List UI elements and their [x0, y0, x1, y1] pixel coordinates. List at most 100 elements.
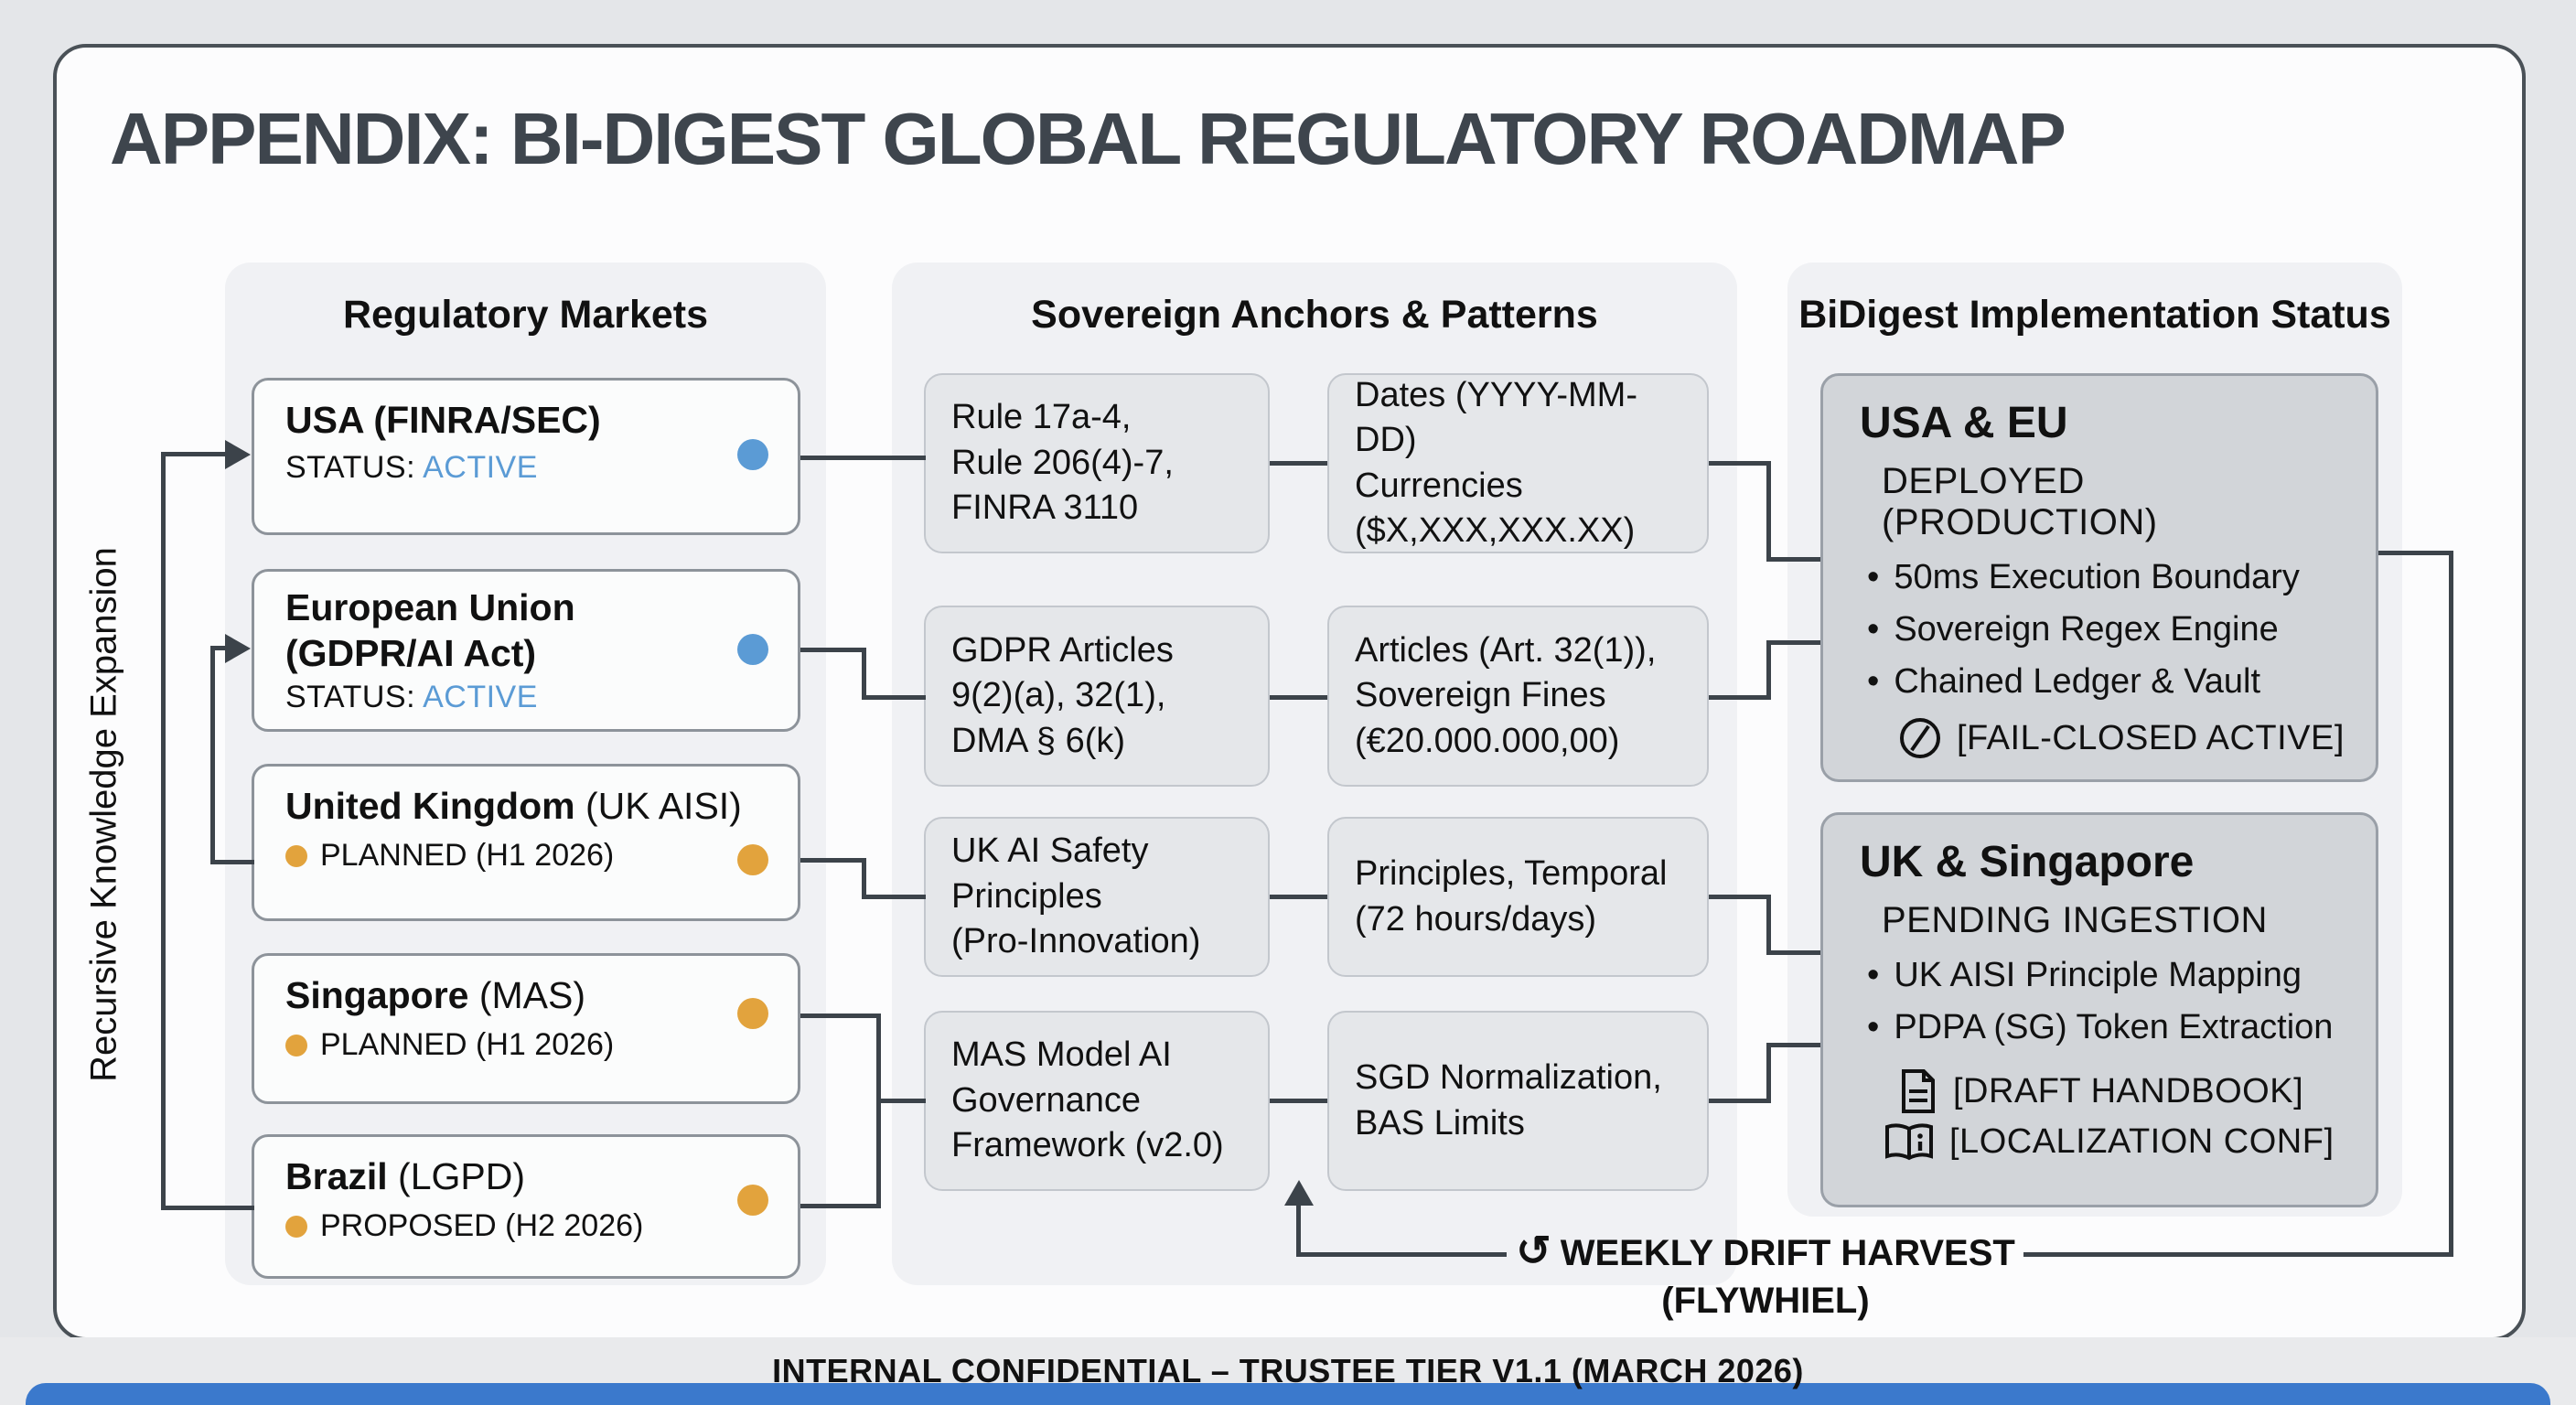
status-bullet: • 50ms Execution Boundary	[1867, 558, 2300, 596]
status-header: BiDigest Implementation Status	[1798, 293, 2391, 337]
anchor-text: MAS Model AI Governance Framework (v2.0)	[951, 1035, 1224, 1165]
connector-p1-status-b	[1766, 461, 1771, 562]
connector-feedback-up	[1296, 1202, 1301, 1257]
market-title: United Kingdom (UK AISI)	[285, 785, 742, 827]
anchor-box-eu: GDPR Articles 9(2)(a), 32(1), DMA § 6(k)	[924, 606, 1270, 787]
pattern-box-usa: Dates (YYYY-MM-DD) Currencies ($X,XXX,XX…	[1327, 373, 1709, 553]
connector-inner-loop-bottom	[210, 860, 254, 864]
connector-p4-status-c	[1766, 1043, 1820, 1047]
connector-eu-to-anchor-a	[800, 648, 866, 652]
anchors-header: Sovereign Anchors & Patterns	[1031, 293, 1598, 337]
status-value: ACTIVE	[423, 450, 538, 486]
arrow-into-usa	[225, 440, 251, 469]
status-subtitle: DEPLOYED (PRODUCTION)	[1882, 461, 2158, 542]
status-value: ACTIVE	[423, 680, 538, 715]
anchor-box-uk: UK AI Safety Principles (Pro-Innovation)	[924, 817, 1270, 977]
flywheel-line2: (FLYWHIEL)	[1661, 1281, 1870, 1321]
document-icon	[1902, 1069, 1935, 1113]
fail-closed-icon	[1900, 718, 1940, 758]
connector-feedback-right	[2449, 551, 2453, 1257]
open-book-icon	[1885, 1122, 1933, 1160]
pattern-text: SGD Normalization, BAS Limits	[1355, 1058, 1662, 1142]
tag-label: [FAIL-CLOSED ACTIVE]	[1957, 718, 2345, 757]
market-status: STATUS: ACTIVE	[285, 680, 770, 715]
bottom-blue-banner	[26, 1383, 2550, 1405]
anchor-box-mas: MAS Model AI Governance Framework (v2.0)	[924, 1011, 1270, 1191]
market-plan: PLANNED (H1 2026)	[285, 1027, 770, 1063]
market-title: European Union	[285, 586, 575, 628]
plan-text: PROPOSED (H2 2026)	[320, 1208, 644, 1244]
market-title: USA (FINRA/SEC)	[285, 399, 601, 441]
connector-anchor-pattern-1	[1270, 461, 1327, 466]
proposed-dot-icon	[285, 1215, 307, 1238]
flywheel-line1: WEEKLY DRIFT HARVEST	[1560, 1233, 2015, 1273]
anchor-text: Rule 17a-4, Rule 206(4)-7, FINRA 3110	[951, 398, 1174, 528]
brazil-proposed-dot	[737, 1185, 768, 1216]
market-box-singapore: Singapore (MAS) PLANNED (H1 2026)	[252, 953, 800, 1104]
flywheel-label: ↺ WEEKLY DRIFT HARVEST (FLYWHIEL)	[1505, 1226, 2026, 1322]
footer-text: INTERNAL CONFIDENTIAL – TRUSTEE TIER V1.…	[772, 1352, 1804, 1389]
arrow-into-eu	[225, 634, 251, 663]
plan-text: PLANNED (H1 2026)	[320, 838, 615, 874]
status-box-usa-eu: USA & EU DEPLOYED (PRODUCTION) • 50ms Exe…	[1820, 373, 2378, 782]
pattern-text: Principles, Temporal (72 hours/days)	[1355, 854, 1668, 938]
connector-feedback-top	[2378, 551, 2453, 555]
status-title: UK & Singapore	[1860, 838, 2195, 886]
status-title: USA & EU	[1860, 399, 2068, 447]
connector-uk-to-anchor-c	[862, 895, 926, 899]
connector-uk-to-anchor-a	[800, 858, 866, 863]
connector-anchor-pattern-2	[1270, 695, 1327, 700]
markets-header: Regulatory Markets	[342, 293, 709, 337]
connector-feedback-bottom-right	[2023, 1252, 2453, 1257]
market-plan: PLANNED (H1 2026)	[285, 838, 770, 874]
connector-inner-loop-top	[210, 646, 229, 650]
pattern-box-uk: Principles, Temporal (72 hours/days)	[1327, 817, 1709, 977]
market-title: Singapore (MAS)	[285, 974, 586, 1016]
tag-label: [LOCALIZATION CONF]	[1949, 1122, 2334, 1161]
anchor-text: GDPR Articles 9(2)(a), 32(1), DMA § 6(k)	[951, 630, 1174, 760]
connector-inner-loop-vertical	[210, 646, 215, 864]
usa-active-dot	[737, 439, 768, 470]
status-subtitle: PENDING INGESTION	[1882, 900, 2268, 940]
arrow-into-anchors	[1284, 1180, 1314, 1206]
connector-p3-status-a	[1709, 895, 1771, 899]
connector-sg-to-anchor-a	[800, 1014, 881, 1018]
connector-uk-to-anchor-b	[862, 858, 866, 899]
status-bullet: • Sovereign Regex Engine	[1867, 610, 2279, 649]
connector-sg-to-anchor-c	[876, 1099, 926, 1103]
connector-outer-loop-vertical	[161, 453, 166, 1210]
recursive-expansion-label: Recursive Knowledge Expansion	[83, 547, 124, 1082]
connector-usa-to-anchor	[800, 456, 926, 460]
status-box-uk-singapore: UK & Singapore PENDING INGESTION • UK AIS…	[1820, 812, 2378, 1207]
market-box-eu: European Union (GDPR/AI Act) STATUS: ACT…	[252, 569, 800, 732]
status-bullet: • Chained Ledger & Vault	[1867, 662, 2261, 701]
status-bullet: • PDPA (SG) Token Extraction	[1867, 1008, 2334, 1046]
market-box-brazil: Brazil (LGPD) PROPOSED (H2 2026)	[252, 1134, 800, 1279]
plan-text: PLANNED (H1 2026)	[320, 1027, 615, 1063]
market-title: Brazil (LGPD)	[285, 1155, 526, 1197]
connector-eu-to-anchor-b	[862, 648, 866, 700]
pattern-text: Dates (YYYY-MM-DD) Currencies ($X,XXX,XX…	[1355, 375, 1637, 550]
connector-p3-status-c	[1766, 950, 1820, 955]
refresh-icon: ↺	[1516, 1227, 1551, 1274]
connector-br-to-anchor-b	[876, 1099, 881, 1208]
planned-dot-icon	[285, 844, 307, 867]
connector-p2-status-a	[1709, 695, 1771, 700]
singapore-planned-dot	[737, 998, 768, 1029]
uk-planned-dot	[737, 844, 768, 875]
market-status: STATUS: ACTIVE	[285, 450, 770, 486]
market-box-uk: United Kingdom (UK AISI) PLANNED (H1 202…	[252, 764, 800, 921]
market-title-line2: (GDPR/AI Act)	[285, 632, 537, 675]
status-label: STATUS:	[285, 680, 416, 715]
anchor-text: UK AI Safety Principles (Pro-Innovation)	[951, 831, 1201, 961]
status-label: STATUS:	[285, 450, 416, 486]
market-box-usa: USA (FINRA/SEC) STATUS: ACTIVE	[252, 378, 800, 535]
pattern-text: Articles (Art. 32(1)), Sovereign Fines (…	[1355, 630, 1657, 760]
status-tag: [DRAFT HANDBOOK]	[1900, 1069, 2357, 1113]
connector-anchor-pattern-4	[1270, 1099, 1327, 1103]
market-plan: PROPOSED (H2 2026)	[285, 1208, 770, 1244]
connector-p2-status-b	[1766, 640, 1771, 700]
eu-active-dot	[737, 634, 768, 665]
connector-br-to-anchor-a	[800, 1204, 881, 1208]
